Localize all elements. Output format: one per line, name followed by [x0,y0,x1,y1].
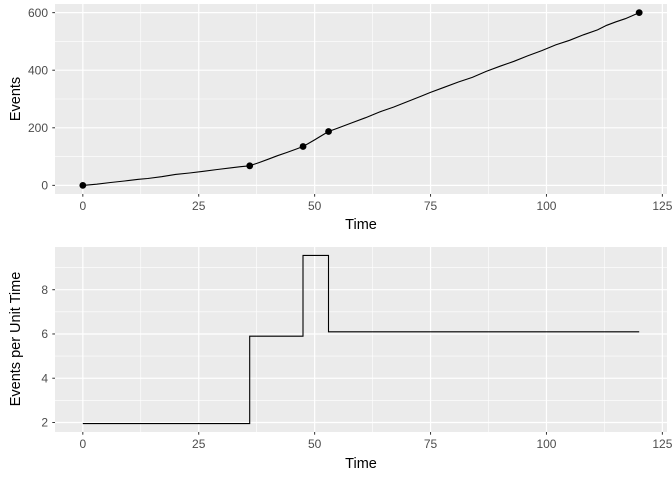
x-tick-label: 100 [536,437,556,451]
event-rate-plot-canvas: 0 25 50 75 100 125 2 4 6 8 [41,247,672,451]
events-y-axis-title: Events [7,76,24,122]
x-tick-label: 75 [424,437,438,451]
x-tick-label: 125 [652,437,672,451]
x-tick-label: 50 [308,437,322,451]
data-point [299,143,307,150]
rate-x-axis-title: Time [345,456,377,472]
event-rate-chart: 0 25 50 75 100 125 2 4 6 8 Events per Unit Time T… [0,236,672,480]
cumulative-events-chart: 0 25 50 75 100 125 0 200 400 600 Events Time [0,0,672,236]
events-x-axis-title: Time [345,217,377,233]
data-point [635,9,643,17]
y-tick-label: 600 [28,6,48,20]
y-tick-label: 2 [41,416,48,430]
x-tick-label: 25 [192,199,206,213]
data-point [79,181,87,189]
plot-panel [55,247,667,432]
x-tick-label: 75 [424,199,438,213]
data-point [325,128,332,135]
x-tick-label: 25 [192,437,206,451]
x-tick-label: 100 [536,199,556,213]
y-tick-label: 400 [28,63,48,77]
data-point [246,162,254,170]
series-line [82,254,640,425]
y-tick-label: 6 [41,327,48,341]
x-tick-label: 0 [79,199,86,213]
y-tick-label: 200 [28,121,48,135]
y-tick-label: 8 [41,283,48,297]
x-tick-label: 50 [308,199,322,213]
y-tick-label: 4 [41,371,48,385]
cumulative-events-plot-canvas: 0 25 50 75 100 125 0 200 400 600 [28,4,672,213]
y-tick-label: 0 [41,179,48,193]
series-line [82,12,640,186]
x-tick-label: 0 [79,437,86,451]
rate-y-axis-title: Events per Unit Time [7,271,24,407]
x-tick-label: 125 [652,199,672,213]
